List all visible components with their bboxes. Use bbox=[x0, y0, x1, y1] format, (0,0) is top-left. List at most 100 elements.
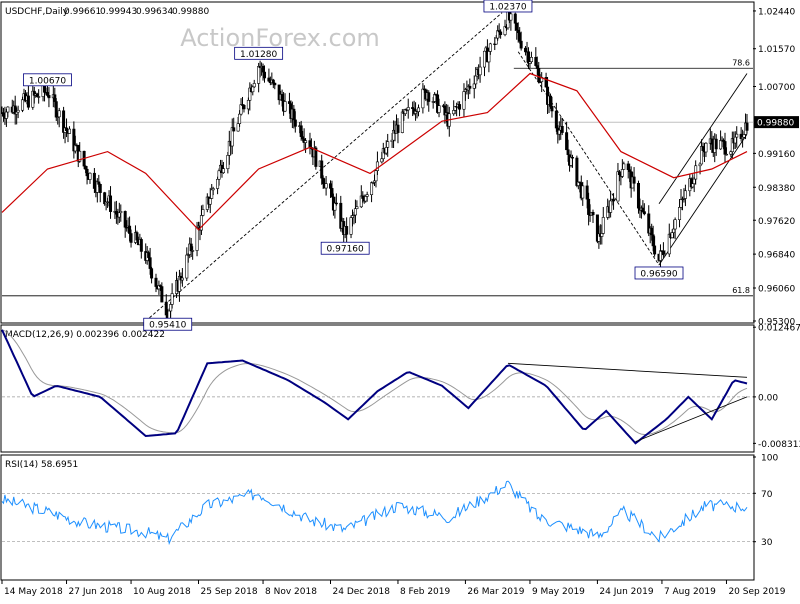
price-bar bbox=[98, 183, 102, 203]
price-bar bbox=[570, 154, 574, 168]
price-pane-title: USDCHF,Daily bbox=[5, 7, 69, 17]
price-bar bbox=[283, 93, 287, 113]
macd-pane-title: MACD(12,26,9) 0.002396 0.002422 bbox=[5, 330, 165, 340]
price-callout: 0.96590 bbox=[640, 269, 677, 279]
price-bar bbox=[714, 134, 718, 156]
price-bar bbox=[242, 103, 246, 113]
price-trendline bbox=[145, 12, 503, 322]
price-callout: 1.00670 bbox=[29, 76, 66, 86]
macd-axis-tick-label: 0.00 bbox=[758, 393, 778, 403]
price-bar bbox=[622, 161, 626, 170]
price-bar bbox=[109, 186, 113, 219]
macd-axis-tick-label: 0.012467 bbox=[758, 324, 800, 334]
price-callout-box bbox=[234, 46, 284, 60]
price-bar bbox=[386, 133, 390, 157]
price-axis-tick-label: 0.96060 bbox=[758, 284, 795, 294]
price-bar bbox=[745, 113, 749, 134]
price-axis-tick-label: 1.00700 bbox=[758, 83, 795, 93]
price-bar bbox=[478, 56, 482, 83]
price-callout-box bbox=[483, 0, 533, 13]
price-bar bbox=[232, 117, 236, 132]
price-bar bbox=[673, 217, 677, 240]
price-bar bbox=[252, 79, 256, 88]
price-bar bbox=[47, 87, 51, 108]
date-axis-tick-label: 27 Jun 2018 bbox=[69, 587, 123, 597]
price-bar bbox=[139, 237, 143, 259]
date-axis-tick-label: 24 Dec 2018 bbox=[333, 587, 391, 597]
price-bar bbox=[591, 209, 595, 224]
price-axis-tick-label: 1.01570 bbox=[758, 45, 795, 55]
last-price-marker bbox=[754, 116, 799, 129]
price-bar bbox=[458, 101, 462, 117]
macd-axis-tick-label: -0.008313 bbox=[758, 440, 800, 450]
price-axis-tick-label: 0.98380 bbox=[758, 184, 795, 194]
price-bar bbox=[509, 8, 513, 31]
moving-average-line bbox=[1, 72, 748, 231]
price-bar bbox=[88, 172, 92, 184]
price-bar bbox=[355, 200, 359, 210]
price-bar bbox=[406, 98, 410, 119]
price-bar bbox=[499, 29, 503, 39]
price-callout-box bbox=[143, 317, 193, 331]
price-bar bbox=[304, 138, 308, 153]
price-bar bbox=[6, 106, 10, 118]
price-callout-box bbox=[634, 266, 684, 280]
macd-signal-line bbox=[1, 329, 748, 436]
macd-pane-frame bbox=[0, 324, 755, 453]
date-axis-tick-label: 9 May 2019 bbox=[532, 587, 585, 597]
price-bar bbox=[632, 167, 636, 192]
price-bar bbox=[57, 107, 61, 128]
price-bar bbox=[704, 142, 708, 158]
price-layer: 78.6 61.8 1.00670 1.01280 1.02370 0.97160 0.95… bbox=[0, 0, 753, 331]
fib-level-label: 78.6 bbox=[732, 58, 750, 67]
ohlc-open: 0.99661 bbox=[64, 7, 101, 17]
price-bar bbox=[612, 193, 616, 210]
price-bar bbox=[375, 151, 379, 176]
rsi-axis-tick-label: 100 bbox=[761, 454, 778, 464]
price-bar bbox=[560, 117, 564, 136]
price-bar bbox=[191, 246, 195, 260]
date-axis-tick-label: 8 Nov 2018 bbox=[265, 587, 317, 597]
date-axis-tick-label: 26 Mar 2019 bbox=[467, 587, 524, 597]
price-bar bbox=[180, 268, 184, 287]
fib-level-label: 61.8 bbox=[732, 286, 750, 295]
price-bar bbox=[529, 51, 533, 64]
price-axis-tick-label: 0.95300 bbox=[758, 318, 795, 328]
price-bar bbox=[273, 82, 277, 90]
price-pane-frame bbox=[0, 1, 755, 324]
date-axis-tick-label: 14 May 2018 bbox=[4, 587, 63, 597]
macd-trendline bbox=[507, 362, 748, 378]
price-bar bbox=[437, 98, 441, 118]
price-bar bbox=[581, 181, 585, 206]
rsi-pane-frame bbox=[0, 454, 755, 581]
price-bar bbox=[427, 90, 431, 112]
price-axis-tick-label: 0.99160 bbox=[758, 150, 795, 160]
price-axis-tick-label: 0.99880 bbox=[757, 119, 794, 129]
rsi-line bbox=[1, 480, 748, 546]
ohlc-low: 0.99634 bbox=[136, 7, 173, 17]
price-bar bbox=[170, 283, 174, 309]
price-bar bbox=[601, 207, 605, 235]
price-bar bbox=[468, 78, 472, 95]
price-bar bbox=[642, 203, 646, 216]
price-bar bbox=[263, 65, 267, 83]
date-axis-tick-label: 25 Sep 2018 bbox=[201, 587, 258, 597]
price-bar bbox=[416, 104, 420, 117]
price-callout-box bbox=[23, 73, 72, 87]
price-bar bbox=[211, 186, 215, 196]
date-axis-tick-label: 24 Jun 2019 bbox=[599, 587, 653, 597]
rsi-layer bbox=[1, 480, 753, 546]
price-bar bbox=[653, 236, 657, 257]
price-bar bbox=[119, 204, 123, 222]
price-bar bbox=[324, 175, 328, 196]
price-bar bbox=[488, 42, 492, 55]
price-axis-tick-label: 1.02440 bbox=[758, 7, 795, 17]
price-callout: 1.02370 bbox=[489, 2, 526, 12]
price-callout: 0.95410 bbox=[149, 321, 186, 331]
price-bar bbox=[293, 111, 297, 133]
date-axis-tick-label: 7 Aug 2019 bbox=[664, 587, 716, 597]
price-axis-tick-label: 0.96840 bbox=[758, 251, 795, 261]
macd-layer bbox=[1, 329, 753, 445]
price-bar bbox=[735, 126, 739, 148]
